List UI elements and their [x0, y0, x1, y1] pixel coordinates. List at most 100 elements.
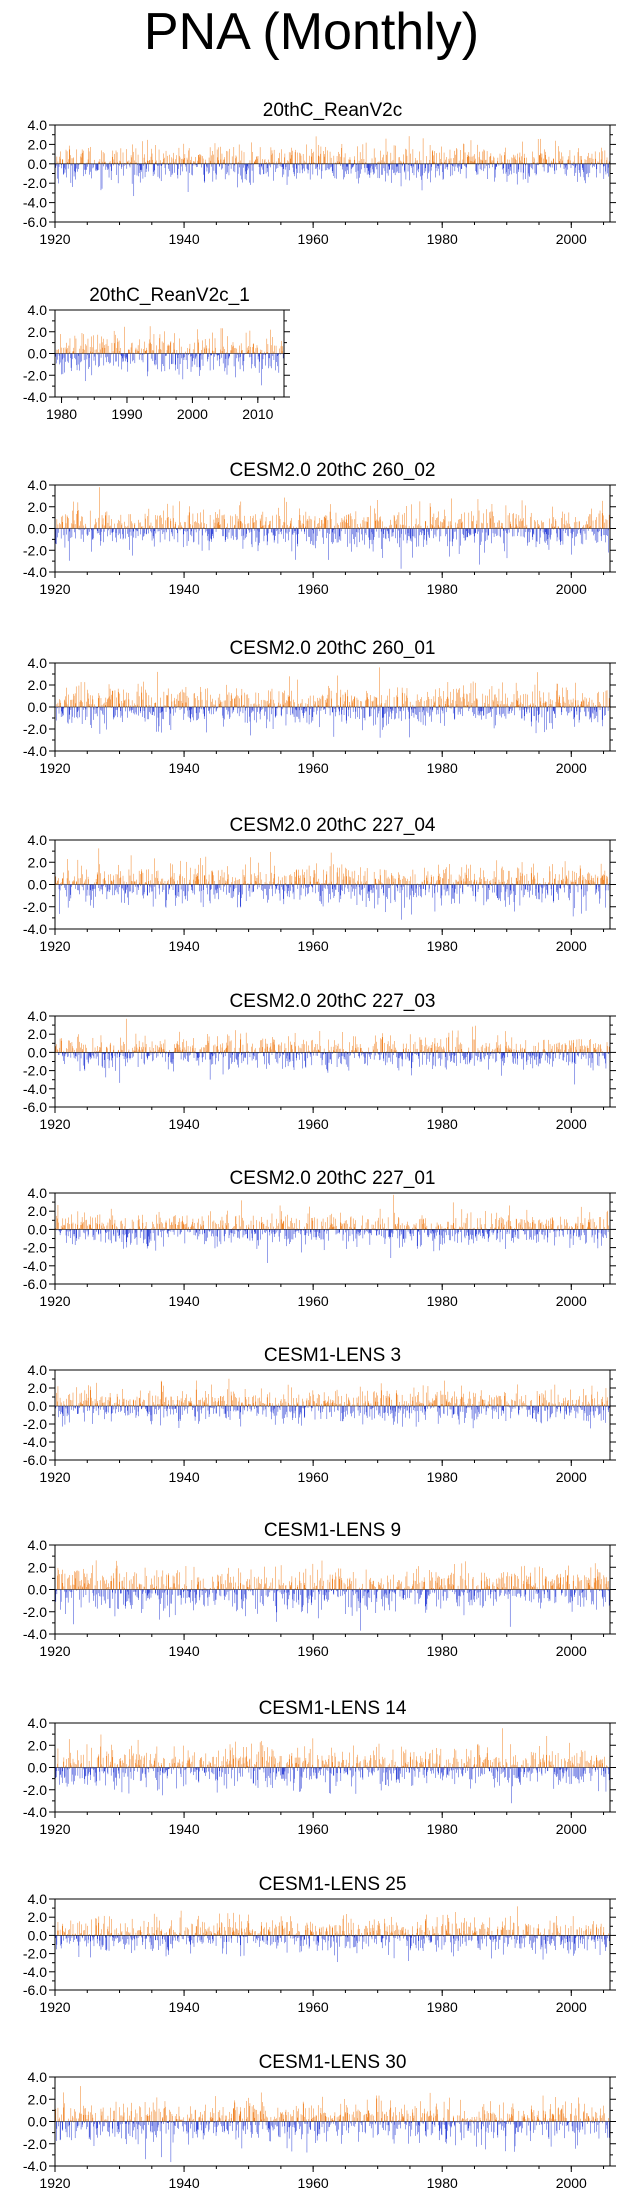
bar: [167, 881, 168, 885]
bar: [502, 682, 503, 707]
bar: [67, 161, 68, 164]
bar: [602, 707, 603, 727]
bar: [551, 523, 552, 529]
bar: [110, 528, 112, 533]
bar: [158, 707, 160, 727]
bar: [99, 864, 100, 885]
bar: [433, 161, 435, 164]
bar: [140, 163, 142, 170]
bar: [500, 704, 501, 707]
bar: [226, 526, 227, 529]
bar: [264, 160, 265, 164]
bar: [472, 884, 474, 896]
y-tick-label: 4.0: [28, 117, 48, 133]
bar: [445, 528, 446, 537]
bar: [441, 162, 443, 164]
bar: [280, 703, 281, 707]
bar: [557, 526, 559, 529]
bar: [441, 884, 442, 906]
chart-panel: CESM2.0 20thC 227_044.02.00.0-2.0-4.0192…: [23, 815, 616, 954]
bar: [135, 347, 137, 354]
bar: [336, 163, 337, 179]
bar: [219, 509, 221, 529]
bar: [356, 528, 357, 533]
bar: [476, 524, 477, 529]
bar: [495, 884, 497, 896]
bar: [500, 528, 501, 538]
bar: [261, 884, 263, 890]
bar: [231, 344, 232, 354]
bar: [208, 157, 210, 164]
bar: [134, 1046, 136, 1053]
bar: [90, 884, 91, 906]
bar: [266, 528, 268, 546]
bar: [527, 884, 528, 890]
bar: [305, 162, 306, 164]
bar: [280, 346, 282, 354]
bar: [194, 521, 195, 529]
bar: [79, 1041, 80, 1053]
bar: [524, 157, 525, 164]
bar: [372, 528, 374, 552]
bar: [270, 329, 271, 354]
bar: [219, 353, 220, 367]
bar: [231, 693, 232, 707]
bar: [243, 152, 245, 164]
bar: [490, 511, 492, 529]
y-tick-label: 2.0: [28, 324, 48, 340]
bar: [384, 869, 385, 885]
bar: [532, 528, 533, 537]
bar: [482, 707, 483, 711]
bar-series: [55, 326, 284, 386]
bar: [485, 884, 486, 886]
bar: [198, 879, 200, 885]
bar: [61, 353, 62, 375]
bar: [82, 884, 84, 891]
bar: [211, 353, 212, 356]
bar: [240, 163, 242, 176]
bar: [251, 163, 253, 171]
bar: [576, 521, 578, 529]
bar: [107, 163, 109, 168]
bar: [189, 506, 190, 529]
bar: [277, 163, 278, 165]
bar: [204, 348, 205, 354]
bar: [498, 884, 499, 901]
bar: [145, 161, 146, 164]
bar: [244, 163, 246, 179]
bar: [271, 884, 273, 889]
x-tick-label: 1940: [168, 231, 199, 247]
bar: [299, 508, 300, 529]
bar: [126, 353, 128, 363]
bar: [401, 884, 403, 891]
bar: [308, 528, 309, 537]
bar: [147, 884, 148, 896]
bar: [377, 162, 378, 164]
bar: [569, 527, 571, 529]
bar: [582, 705, 584, 707]
bar: [414, 707, 416, 709]
bar: [455, 163, 457, 167]
bar: [357, 699, 359, 707]
bar: [360, 163, 361, 174]
bar: [463, 528, 465, 539]
bar: [151, 528, 152, 533]
bar: [292, 707, 293, 714]
bar: [116, 528, 117, 543]
bar: [365, 161, 366, 164]
bar: [302, 707, 304, 716]
bar: [359, 884, 360, 895]
bar: [241, 528, 243, 537]
bar: [571, 528, 573, 535]
bar: [343, 520, 345, 529]
bar: [73, 880, 74, 885]
bar: [111, 694, 112, 707]
bar: [91, 528, 92, 552]
bar: [429, 707, 430, 717]
bar: [225, 880, 226, 885]
bar: [555, 874, 556, 885]
bar: [508, 163, 509, 169]
bar: [245, 332, 247, 354]
bar: [377, 884, 379, 905]
bar: [361, 526, 363, 529]
